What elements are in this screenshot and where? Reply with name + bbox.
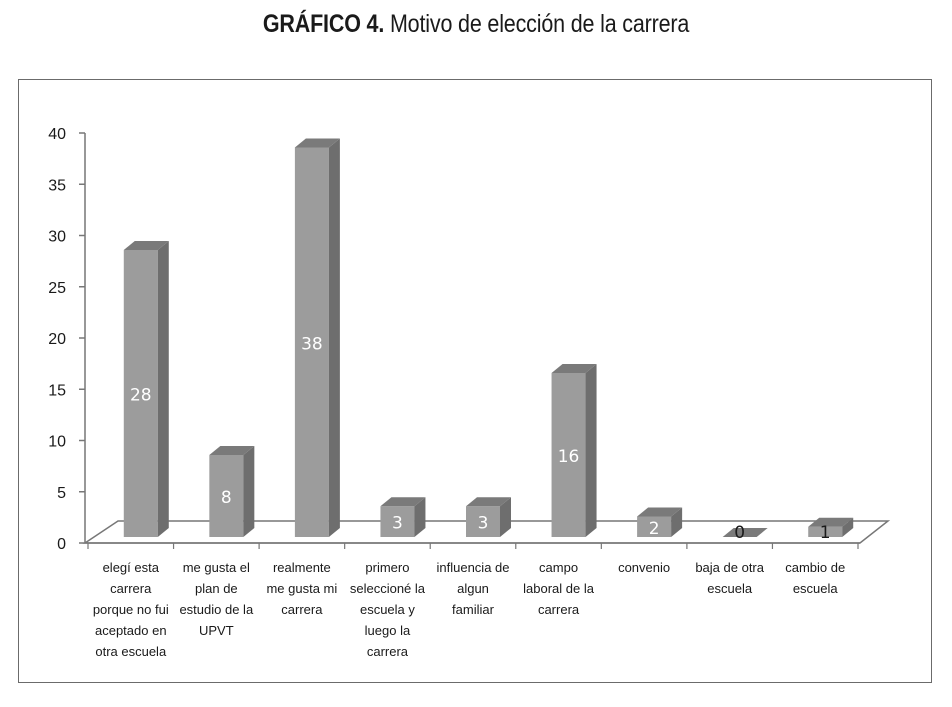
bar-top — [380, 497, 426, 507]
bar — [808, 526, 843, 537]
bar-top — [551, 364, 597, 373]
x-category-label: me gusta el plan de estudio de la UPVT — [179, 560, 253, 638]
chart-title: GRÁFICO 4. Motivo de elección de la carr… — [262, 10, 690, 38]
bar-side — [500, 497, 511, 537]
bar-top — [123, 241, 169, 250]
x-category-label: influencia de algun familiar — [437, 560, 510, 617]
bar — [637, 516, 672, 537]
bar-top — [294, 138, 340, 148]
data-label: 3 — [478, 514, 489, 534]
bar-side — [671, 507, 683, 537]
bar-side — [842, 517, 854, 537]
bar-side — [585, 364, 597, 537]
data-label: 2 — [649, 519, 660, 539]
y-tick-label: 10 — [48, 434, 66, 451]
x-category-label: realmente me gusta mi carrera — [266, 560, 337, 617]
data-label: 28 — [130, 386, 152, 406]
data-label: 1 — [820, 523, 831, 543]
chart-frame — [18, 79, 932, 683]
data-label: 8 — [221, 488, 232, 508]
data-label: 38 — [301, 334, 323, 354]
y-tick-label: 40 — [48, 126, 66, 143]
x-category-label: baja de otra escuela — [695, 560, 764, 596]
y-tick-label: 0 — [57, 536, 66, 553]
bar — [123, 250, 158, 537]
bar-top — [209, 446, 255, 455]
y-tick-label: 20 — [48, 331, 66, 348]
x-category-label: convenio — [618, 560, 670, 575]
x-category-label: elegí esta carrera porque no fui aceptado e… — [93, 560, 169, 659]
bar-side — [243, 446, 255, 537]
bar-top — [466, 497, 511, 507]
data-label: 0 — [734, 523, 745, 543]
bar — [209, 455, 244, 537]
bar-top — [808, 517, 854, 527]
x-category-label: primero seleccioné la escuela y luego la car… — [350, 560, 426, 659]
bar — [551, 373, 586, 537]
y-tick-label: 30 — [48, 229, 66, 246]
x-category-label: campo laboral de la carrera — [523, 560, 595, 617]
data-label: 16 — [558, 447, 580, 467]
y-tick-label: 5 — [57, 485, 66, 502]
y-tick-label: 15 — [48, 382, 66, 399]
bar-top — [637, 507, 683, 517]
bar — [466, 506, 500, 537]
bar — [380, 506, 415, 537]
bar-side — [157, 241, 169, 537]
x-category-label: cambio de escuela — [785, 560, 845, 596]
bar-top — [722, 528, 768, 537]
y-tick-label: 25 — [48, 280, 66, 297]
bar-side — [414, 497, 426, 537]
data-label: 3 — [392, 514, 403, 534]
y-tick-label: 35 — [48, 177, 66, 194]
bar — [294, 147, 329, 537]
bar-side — [328, 138, 340, 537]
